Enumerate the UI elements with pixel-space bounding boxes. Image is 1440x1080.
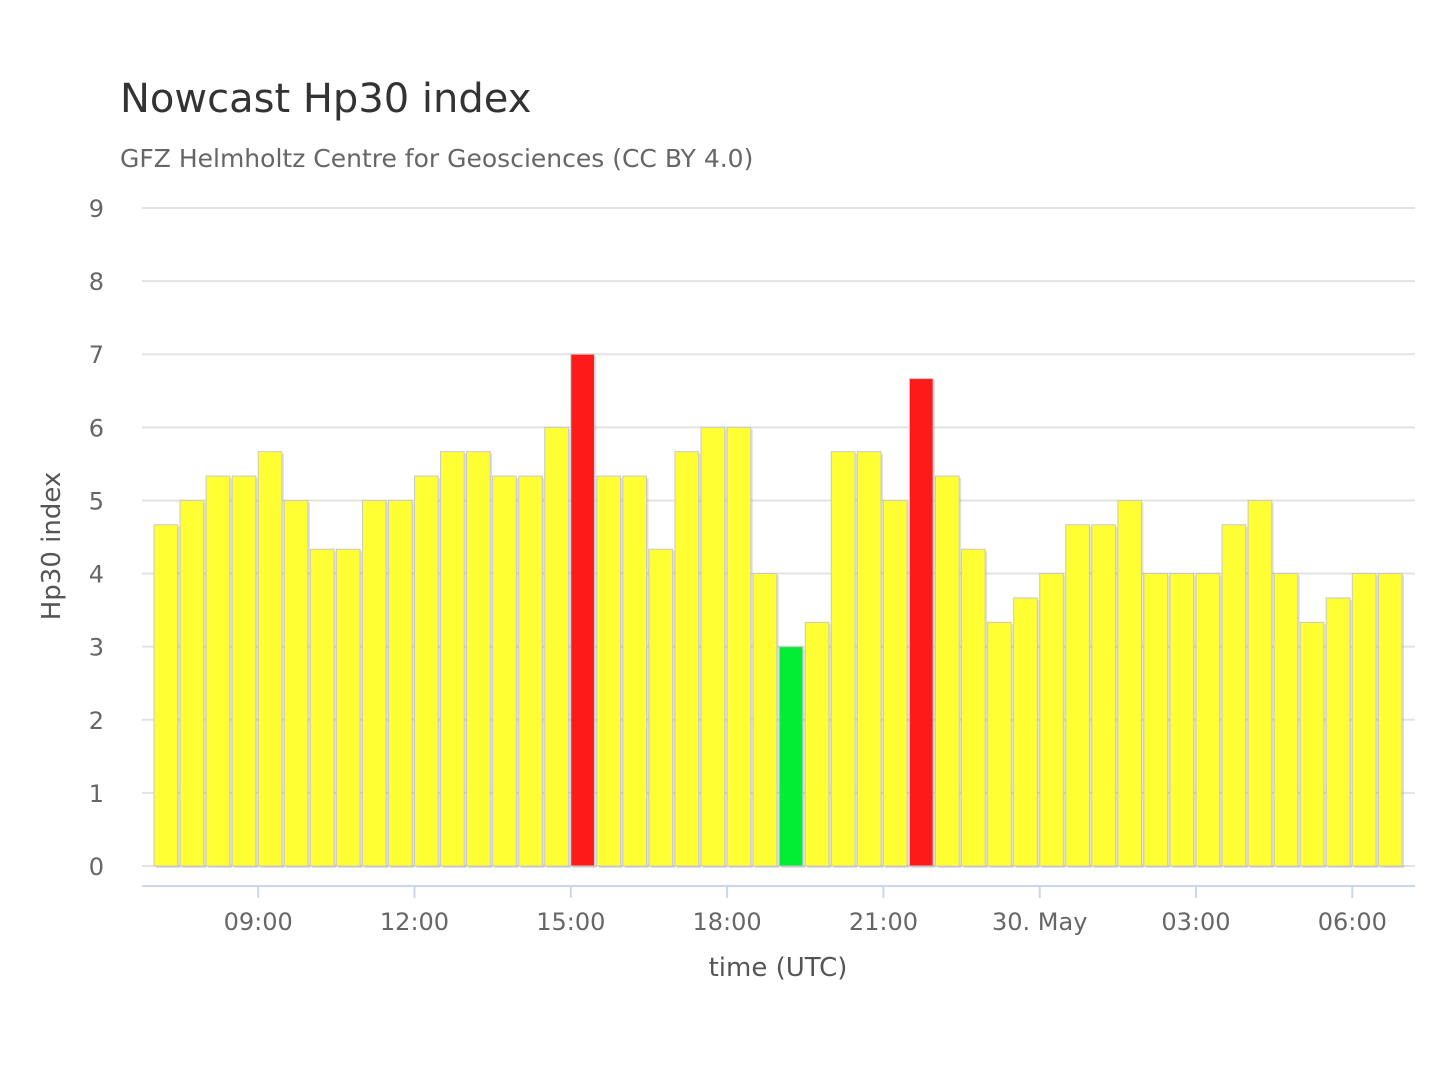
bar-46[interactable]	[1351, 573, 1377, 867]
bar-18[interactable]	[622, 475, 648, 867]
bar-10[interactable]	[414, 475, 439, 867]
chart-title: Nowcast Hp30 index	[120, 76, 532, 122]
bar-9[interactable]	[387, 499, 413, 867]
y-tick-label-6: 6	[89, 414, 104, 442]
bar-34[interactable]	[1039, 573, 1064, 867]
bar-44[interactable]	[1299, 621, 1325, 867]
x-axis-title: time (UTC)	[709, 953, 848, 983]
y-tick-label-8: 8	[89, 268, 104, 296]
y-tick-label-3: 3	[89, 634, 104, 662]
bar-45[interactable]	[1325, 597, 1351, 867]
bar-37[interactable]	[1117, 499, 1142, 867]
y-tick-label-9: 9	[89, 195, 104, 223]
y-tick-label-5: 5	[89, 487, 104, 515]
x-tick-label-1: 12:00	[380, 908, 449, 936]
bar-1[interactable]	[179, 499, 205, 867]
bar-24[interactable]	[778, 646, 804, 867]
x-tick-label-6: 03:00	[1161, 908, 1230, 936]
y-tick-label-4: 4	[89, 561, 104, 589]
y-tick-label-0: 0	[89, 853, 104, 881]
x-tick-label-5: 30. May	[992, 908, 1087, 936]
y-axis-title: Hp30 index	[37, 472, 67, 621]
x-tick-label-2: 15:00	[536, 908, 605, 936]
bar-11[interactable]	[440, 451, 465, 867]
bar-6[interactable]	[309, 548, 335, 867]
bar-2[interactable]	[205, 475, 231, 867]
bar-28[interactable]	[882, 499, 908, 867]
y-tick-label-7: 7	[89, 341, 104, 369]
bar-4[interactable]	[257, 451, 283, 867]
y-tick-label-1: 1	[89, 780, 104, 808]
bar-22[interactable]	[726, 426, 752, 867]
x-tick-label-4: 21:00	[849, 908, 918, 936]
bar-0[interactable]	[153, 524, 179, 867]
bar-27[interactable]	[856, 451, 882, 867]
bar-47[interactable]	[1377, 573, 1403, 867]
bars	[153, 353, 1404, 868]
bar-14[interactable]	[518, 475, 543, 867]
bar-40[interactable]	[1195, 573, 1221, 867]
x-tick-label-7: 06:00	[1318, 908, 1387, 936]
x-tick-label-0: 09:00	[224, 908, 293, 936]
bar-5[interactable]	[283, 499, 309, 867]
bar-23[interactable]	[752, 573, 778, 867]
axes: 0 1 2 3 4 5 6 7 8 9 09:00 12:00 15:00 18:00 21:00 30. M…	[89, 195, 1415, 936]
bar-15[interactable]	[544, 426, 569, 867]
y-tick-label-2: 2	[89, 707, 104, 735]
bar-8[interactable]	[361, 499, 387, 867]
bar-39[interactable]	[1169, 573, 1195, 867]
bar-42[interactable]	[1247, 499, 1273, 867]
bar-17[interactable]	[596, 475, 621, 867]
bar-41[interactable]	[1221, 524, 1247, 867]
bar-33[interactable]	[1013, 597, 1038, 867]
bar-36[interactable]	[1091, 524, 1116, 867]
bar-32[interactable]	[987, 621, 1012, 867]
bar-35[interactable]	[1065, 524, 1090, 867]
bar-20[interactable]	[674, 451, 700, 867]
bar-30[interactable]	[935, 475, 960, 867]
bar-7[interactable]	[335, 548, 361, 867]
bar-16[interactable]	[570, 353, 595, 867]
bar-31[interactable]	[961, 548, 986, 867]
bar-25[interactable]	[804, 621, 830, 867]
bar-38[interactable]	[1143, 573, 1169, 867]
bar-26[interactable]	[830, 451, 856, 867]
x-tick-label-3: 18:00	[693, 908, 762, 936]
bar-12[interactable]	[466, 451, 491, 867]
bar-13[interactable]	[492, 475, 517, 867]
bar-3[interactable]	[231, 475, 257, 867]
bar-29[interactable]	[908, 378, 934, 867]
chart-subtitle: GFZ Helmholtz Centre for Geosciences (CC…	[120, 144, 754, 173]
bar-19[interactable]	[648, 548, 674, 867]
bar-21[interactable]	[700, 426, 726, 867]
bar-43[interactable]	[1273, 573, 1299, 867]
